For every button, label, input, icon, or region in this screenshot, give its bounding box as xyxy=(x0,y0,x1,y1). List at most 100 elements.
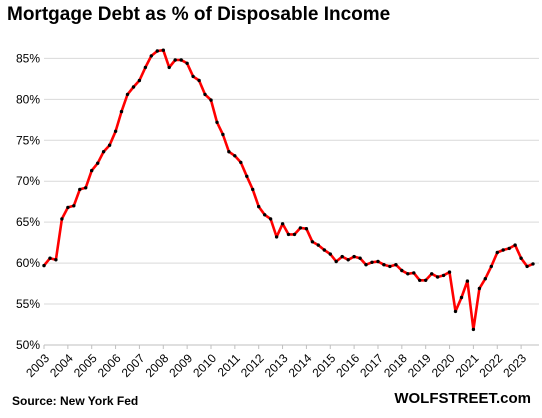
data-point xyxy=(221,132,225,137)
y-tick-label: 65% xyxy=(16,215,40,229)
x-tick-label: 2008 xyxy=(143,351,172,380)
y-tick-label: 50% xyxy=(16,338,40,352)
data-point xyxy=(131,85,136,89)
data-point xyxy=(459,295,464,300)
y-tick-label: 85% xyxy=(16,51,40,65)
x-tick-label: 2013 xyxy=(262,351,291,380)
data-point xyxy=(495,250,499,255)
data-point xyxy=(113,129,118,133)
data-point xyxy=(388,264,392,269)
x-tick-label: 2009 xyxy=(166,351,195,380)
data-point xyxy=(197,78,201,83)
data-point xyxy=(245,174,249,178)
x-tick-label: 2016 xyxy=(333,351,362,380)
data-point xyxy=(84,186,88,190)
data-point xyxy=(90,168,94,173)
data-point xyxy=(406,272,410,276)
data-point xyxy=(298,226,303,230)
data-point xyxy=(316,243,320,247)
data-point xyxy=(173,58,177,62)
data-point xyxy=(107,143,112,147)
data-point xyxy=(394,263,398,267)
x-tick-label: 2005 xyxy=(71,351,100,380)
data-point xyxy=(525,264,529,269)
data-point xyxy=(501,248,505,252)
data-point xyxy=(263,213,267,217)
data-point xyxy=(447,270,452,274)
y-tick-label: 60% xyxy=(16,256,40,270)
data-point xyxy=(531,262,535,266)
data-point xyxy=(513,243,517,247)
data-point xyxy=(179,58,183,62)
data-point xyxy=(48,256,52,260)
data-point xyxy=(400,268,404,273)
data-point xyxy=(54,258,58,262)
data-point xyxy=(215,120,219,125)
data-point xyxy=(42,263,46,268)
data-point xyxy=(280,222,285,226)
data-point xyxy=(167,65,171,70)
x-tick-label: 2003 xyxy=(23,351,52,380)
data-point xyxy=(274,235,279,239)
axes xyxy=(43,344,539,349)
y-tick-label: 75% xyxy=(16,133,40,147)
series-line xyxy=(42,48,535,331)
data-point xyxy=(239,160,243,165)
x-tick-label: 2017 xyxy=(357,351,386,380)
data-point xyxy=(507,246,511,251)
data-point xyxy=(453,309,458,314)
x-tick-label: 2006 xyxy=(95,351,124,380)
y-tick-label: 80% xyxy=(16,92,40,106)
data-point xyxy=(519,256,523,260)
data-point xyxy=(191,74,195,79)
y-tick-label: 55% xyxy=(16,297,40,311)
data-point xyxy=(465,279,470,283)
data-point xyxy=(334,259,338,264)
data-point xyxy=(101,150,106,154)
x-tick-label: 2019 xyxy=(405,351,434,380)
data-point xyxy=(155,49,159,53)
data-point xyxy=(370,260,374,264)
data-point xyxy=(227,150,231,154)
data-point xyxy=(268,217,273,221)
x-tick-label: 2018 xyxy=(381,351,410,380)
data-point xyxy=(483,277,487,281)
data-point xyxy=(292,232,297,237)
data-point xyxy=(310,240,315,244)
data-point xyxy=(209,98,213,102)
data-point xyxy=(304,227,309,231)
data-point xyxy=(340,254,344,259)
data-point xyxy=(489,264,493,269)
data-point xyxy=(418,278,422,282)
data-point xyxy=(257,204,261,209)
data-point xyxy=(137,78,142,83)
data-point xyxy=(125,92,130,97)
data-point xyxy=(203,92,207,97)
data-point xyxy=(286,232,291,237)
x-tick-label: 2011 xyxy=(215,351,243,379)
data-point xyxy=(143,65,148,70)
x-tick-label: 2020 xyxy=(429,351,458,380)
data-point xyxy=(233,154,237,158)
data-point xyxy=(96,161,100,165)
chart-title: Mortgage Debt as % of Disposable Income xyxy=(7,4,391,25)
x-tick-label: 2007 xyxy=(119,351,148,380)
data-point xyxy=(382,263,386,267)
data-point xyxy=(72,204,76,208)
data-point xyxy=(161,48,165,52)
data-point xyxy=(430,272,434,276)
data-series xyxy=(42,48,535,332)
brand-label: WOLFSTREET.com xyxy=(394,390,531,407)
x-tick-label: 2021 xyxy=(453,351,482,380)
gridlines xyxy=(44,57,539,305)
data-point xyxy=(322,248,326,252)
data-point xyxy=(435,275,440,279)
x-tick-label: 2015 xyxy=(310,351,339,380)
x-tick-labels: 2003200420052006200720082009201020112012… xyxy=(23,351,529,380)
x-tick-label: 2010 xyxy=(190,351,219,380)
x-tick-label: 2014 xyxy=(286,351,315,380)
data-point xyxy=(424,278,428,282)
data-point xyxy=(66,205,70,210)
data-point xyxy=(352,254,356,259)
